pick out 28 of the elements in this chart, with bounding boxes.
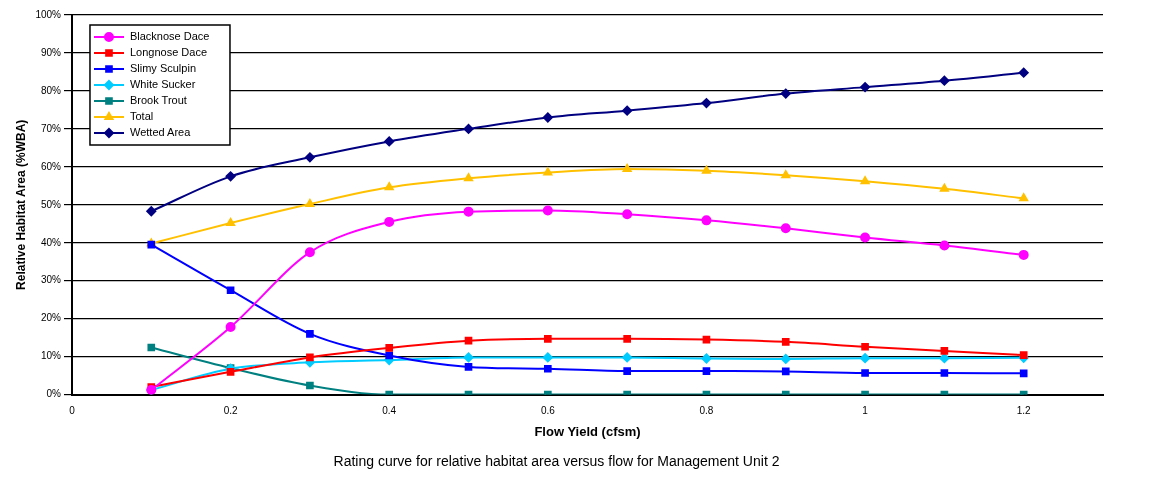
y-tick-label: 70% bbox=[40, 122, 62, 134]
x-tick-label: 1.2 bbox=[1016, 405, 1032, 417]
y-tick-label: 50% bbox=[40, 198, 62, 210]
y-tick-label: 20% bbox=[40, 312, 62, 324]
x-tick-label: 0 bbox=[69, 405, 76, 417]
legend-label: Blacknose Dace bbox=[129, 30, 210, 43]
x-axis-title: Flow Yield (cfsm) bbox=[534, 423, 641, 439]
y-axis-title: Relative Habitat Area (%WBA) bbox=[13, 119, 28, 290]
y-tick-label: 100% bbox=[35, 8, 62, 20]
y-tick-label: 10% bbox=[40, 350, 62, 362]
legend-label: Longnose Dace bbox=[129, 46, 208, 59]
legend-label: White Sucker bbox=[129, 78, 196, 91]
x-tick-label: 0.6 bbox=[540, 405, 556, 417]
y-tick-label: 0% bbox=[46, 388, 62, 400]
legend-label: Slimy Sculpin bbox=[129, 62, 197, 75]
y-tick-label: 30% bbox=[40, 274, 62, 286]
legend-label: Wetted Area bbox=[129, 126, 192, 139]
legend-label: Brook Trout bbox=[129, 94, 187, 107]
y-tick-label: 80% bbox=[40, 84, 62, 96]
y-tick-label: 40% bbox=[40, 236, 62, 248]
x-tick-label: 0.2 bbox=[223, 405, 238, 417]
text: Rating curve for relative habitat area versus flow for Management Unit 2 bbox=[333, 453, 780, 470]
x-tick-label: 0.8 bbox=[699, 405, 714, 417]
legend-label: Total bbox=[129, 110, 154, 123]
y-tick-label: 90% bbox=[40, 46, 62, 58]
x-tick-label: 0.4 bbox=[382, 405, 397, 417]
x-tick-label: 1 bbox=[862, 405, 869, 417]
y-tick-label: 60% bbox=[40, 160, 62, 172]
